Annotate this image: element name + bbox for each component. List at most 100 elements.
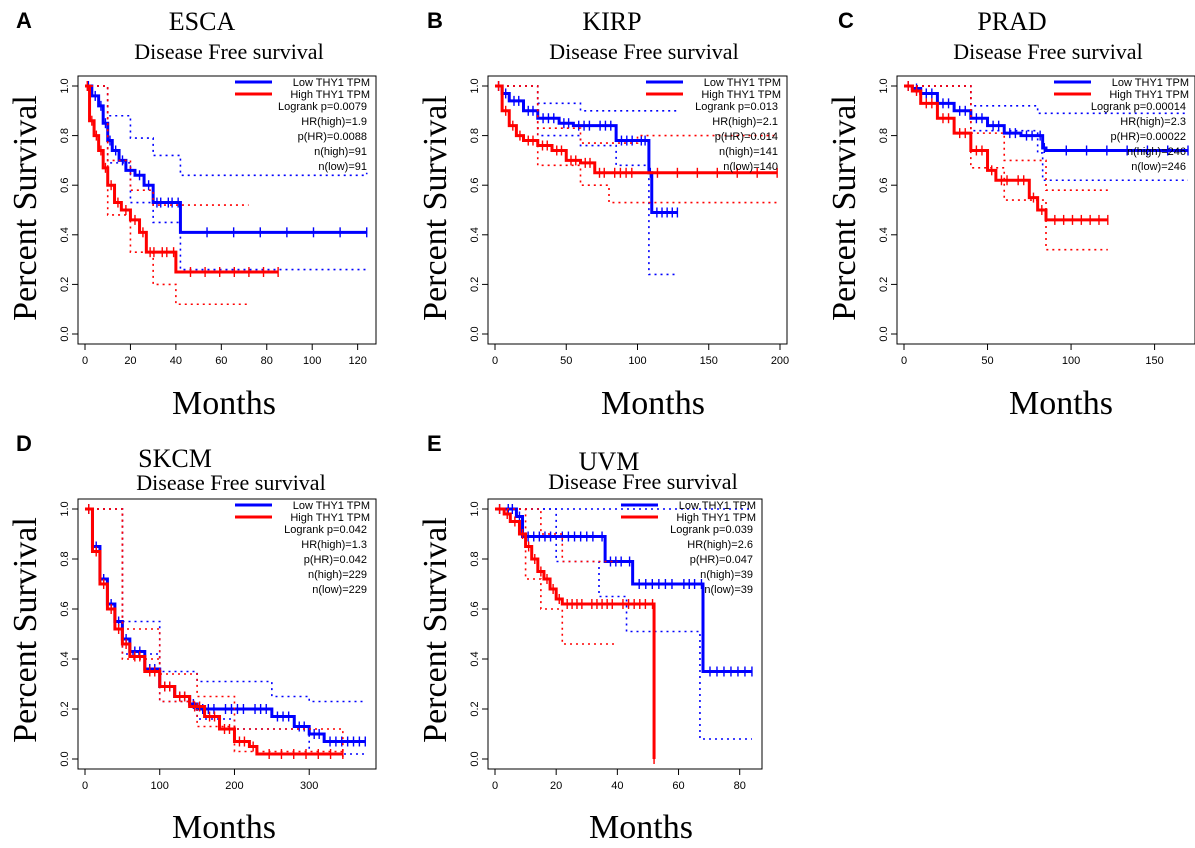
x-tick-label: 0 [82,355,88,367]
y-tick-label: 1.0 [878,78,890,93]
legend-label: High THY1 TPM [290,89,370,101]
x-axis-label: Months [1009,385,1113,422]
stats: Logrank p=0.042 HR(high)=1.3 p(HR)=0.042 n(… [284,524,367,596]
y-axis-label: Percent Survival [417,95,454,321]
x-axis: 0 20 40 60 80 [492,768,746,792]
legend-label: Low THY1 TPM [679,500,756,512]
ci-lower-line [495,508,618,645]
x-tick-label: 100 [1062,355,1080,367]
y-axis: 0.0 0.2 0.4 0.6 0.8 1.0 [878,78,898,342]
chart-subtitle: Disease Free survival [548,469,737,494]
x-tick-label: 150 [700,355,718,367]
x-axis: 0 20 40 60 80 100 120 [82,343,367,367]
x-axis-label: Months [589,809,693,846]
panel-label: B [427,8,443,33]
x-tick-label: 200 [225,780,243,792]
stat-line: p(HR)=0.00022 [1110,131,1186,143]
y-tick-label: 0.6 [878,178,890,193]
stat-line: HR(high)=2.1 [712,116,778,128]
panel-label: E [427,431,442,456]
x-tick-label: 50 [981,355,993,367]
y-tick-label: 1.0 [469,78,481,93]
y-axis-label: Percent Survival [826,95,863,321]
legend-label: Low THY1 TPM [293,77,370,89]
y-tick-label: 0.8 [469,128,481,143]
x-tick-label: 80 [261,355,273,367]
survival-curve [495,84,678,214]
ci-lower-line [495,85,778,204]
stat-line: n(low)=91 [318,161,367,173]
chart-subtitle: Disease Free survival [549,39,738,64]
survival-curve [495,507,656,759]
stat-line: Logrank p=0.0079 [278,101,367,113]
stat-line: p(HR)=0.014 [715,131,778,143]
y-tick-label: 0.0 [469,751,481,766]
stat-line: HR(high)=1.9 [301,116,367,128]
stat-line: HR(high)=1.3 [301,539,367,551]
x-tick-label: 200 [771,355,789,367]
stat-line: Logrank p=0.013 [695,101,778,113]
y-tick-label: 0.0 [469,326,481,341]
stat-line: n(low)=246 [1131,161,1186,173]
stats: Logrank p=0.013 HR(high)=2.1 p(HR)=0.014 n(… [695,101,778,173]
x-tick-label: 100 [151,780,169,792]
panel-label: A [16,8,32,33]
stat-line: n(high)=91 [314,146,367,158]
legend-label: High THY1 TPM [701,89,781,101]
legend-label: Low THY1 TPM [1112,77,1189,89]
chart-title: PRAD [977,7,1046,36]
y-tick-label: 0.2 [469,701,481,716]
x-axis-label: Months [601,385,705,422]
stat-line: n(high)=141 [719,146,778,158]
y-axis-label: Percent Survival [417,517,454,743]
y-tick-label: 1.0 [59,501,71,516]
panel-label: D [16,431,32,456]
x-tick-label: 120 [348,355,366,367]
series-high [495,504,656,764]
stat-line: n(low)=140 [723,161,778,173]
stats: Logrank p=0.039 HR(high)=2.6 p(HR)=0.047 n(… [670,524,753,596]
x-axis: 0 100 200 300 [82,768,318,792]
stat-line: n(low)=229 [312,584,367,596]
y-tick-label: 0.6 [469,601,481,616]
y-tick-label: 0.2 [469,277,481,292]
stat-line: p(HR)=0.042 [304,554,367,566]
y-tick-label: 0.6 [59,601,71,616]
y-tick-label: 0.4 [59,227,71,242]
x-tick-label: 0 [492,355,498,367]
y-axis: 0.0 0.2 0.4 0.6 0.8 1.0 [59,78,79,342]
chart-title: SKCM [138,444,212,473]
series-low [495,504,753,740]
x-tick-label: 100 [628,355,646,367]
y-tick-label: 0.2 [59,277,71,292]
ci-lower-line [495,508,752,740]
x-tick-label: 20 [124,355,136,367]
ci-lower-line [85,85,367,271]
y-tick-label: 0.0 [878,326,890,341]
y-tick-label: 0.0 [59,326,71,341]
x-axis: 0 50 100 150 [901,343,1164,367]
survival-curve [495,507,752,673]
x-tick-label: 60 [215,355,227,367]
stat-line: n(high)=229 [308,569,367,581]
x-tick-label: 80 [734,780,746,792]
x-tick-label: 300 [300,780,318,792]
survival-curve [85,84,279,274]
chart-subtitle: Disease Free survival [953,39,1142,64]
y-axis-label: Percent Survival [7,517,44,743]
series-high [904,81,1109,251]
stat-line: Logrank p=0.042 [284,524,367,536]
ci-lower-line [495,85,678,276]
legend-label: High THY1 TPM [1109,89,1189,101]
stat-line: HR(high)=2.3 [1120,116,1186,128]
legend-label: Low THY1 TPM [704,77,781,89]
y-tick-label: 1.0 [469,501,481,516]
x-axis: 0 50 100 150 200 [492,343,789,367]
x-tick-label: 0 [82,780,88,792]
y-tick-label: 0.8 [469,551,481,566]
